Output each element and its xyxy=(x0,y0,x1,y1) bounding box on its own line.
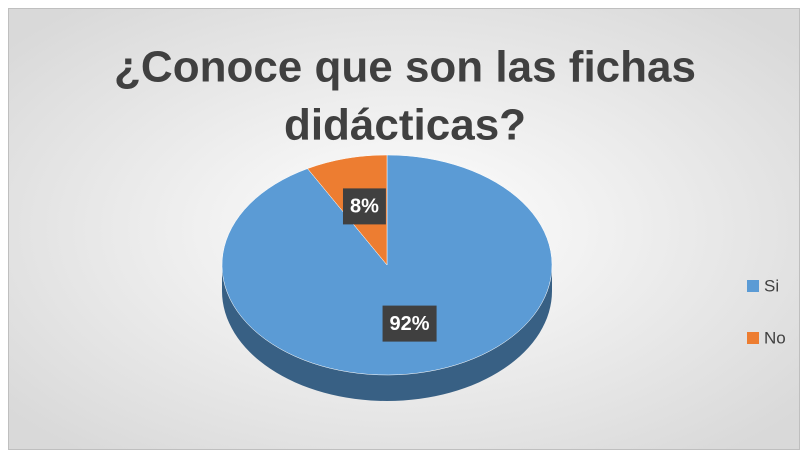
legend-swatch xyxy=(747,280,759,292)
data-label: 92% xyxy=(390,313,430,335)
legend-label: No xyxy=(764,328,786,347)
data-label: 8% xyxy=(350,196,379,218)
legend-label: Si xyxy=(764,276,779,295)
data-label-box xyxy=(342,188,386,225)
chart-title: didácticas? xyxy=(284,101,526,150)
data-label-box xyxy=(382,305,437,342)
chart-title: ¿Conoce que son las fichas xyxy=(114,43,696,92)
pie: 92% 8% xyxy=(221,154,553,401)
pie-side xyxy=(222,265,552,401)
legend-swatch xyxy=(747,332,759,344)
